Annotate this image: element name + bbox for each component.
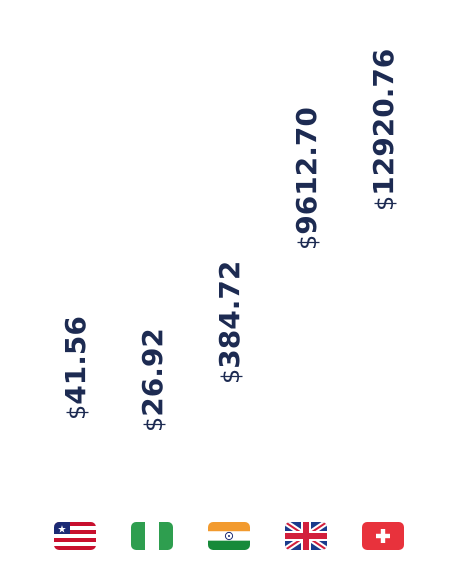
value-text: 12920.76 [367,49,400,196]
value-text: 9612.70 [290,107,323,235]
data-label-2: $384.72 [213,261,246,384]
data-labels: $41.56$26.92 $384.72$9612.70 $12920.76 [59,49,400,432]
currency-symbol: $ [63,405,91,420]
value-text: 384.72 [213,261,246,369]
value-text: 41.56 [59,316,92,405]
currency-symbol: $ [217,369,245,384]
india-flag-icon [208,522,250,550]
data-label-0: $41.56 [59,316,92,420]
data-label-4: $12920.76 [367,49,400,211]
liberia-flag-icon: ★ [54,522,96,550]
data-label-1: $26.92 [136,328,169,432]
nigeria-flag-icon [131,522,173,550]
currency-symbol: $ [140,417,168,432]
value-text: 26.92 [136,328,169,417]
data-label-3: $9612.70 [290,107,323,250]
flag-icons: ★ [54,522,404,550]
uk-flag-icon [285,522,327,550]
svg-text:★: ★ [58,525,67,536]
switzerland-flag-icon [362,522,404,550]
currency-symbol: $ [294,235,322,250]
currency-symbol: $ [371,196,399,211]
